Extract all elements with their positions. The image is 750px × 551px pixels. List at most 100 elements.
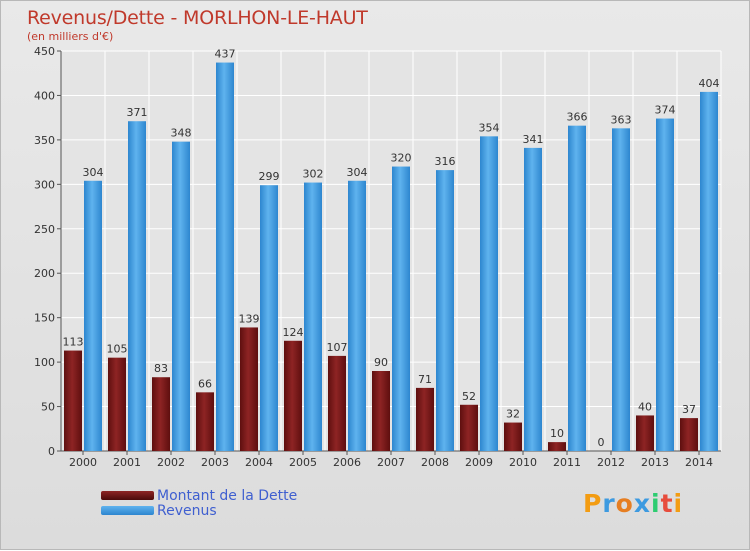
x-tick-label: 2005 (289, 456, 317, 469)
data-label-debt: 0 (598, 436, 605, 449)
bar-revenus (568, 125, 586, 452)
data-label-revenus: 363 (611, 113, 632, 126)
x-tick-label: 2008 (421, 456, 449, 469)
data-label-revenus: 348 (171, 127, 192, 140)
legend-swatch-revenus (101, 506, 154, 515)
bar-revenus (84, 180, 102, 451)
logo-letter: o (615, 489, 634, 518)
y-tick-label: 0 (48, 445, 55, 458)
data-label-revenus: 371 (127, 106, 148, 119)
x-tick-label: 2000 (69, 456, 97, 469)
data-label-revenus: 316 (435, 155, 456, 168)
data-label-debt: 113 (63, 336, 84, 349)
logo-letter: P (583, 489, 603, 518)
legend-label-debt: Montant de la Dette (157, 487, 298, 504)
data-label-debt: 83 (154, 362, 168, 375)
data-label-revenus: 354 (479, 121, 500, 134)
data-label-debt: 139 (239, 312, 260, 325)
bar-debt (284, 340, 302, 451)
x-tick-label: 2006 (333, 456, 361, 469)
bar-debt (152, 377, 170, 451)
legend-item-revenus: Revenus (101, 502, 297, 519)
bar-revenus (436, 170, 454, 451)
bar-revenus (656, 118, 674, 452)
bar-debt (460, 404, 478, 451)
bar-debt (504, 422, 522, 451)
data-label-revenus: 304 (347, 166, 368, 179)
data-label-revenus: 304 (83, 166, 104, 179)
x-tick-label: 2013 (641, 456, 669, 469)
bar-debt (636, 415, 654, 451)
x-tick-label: 2010 (509, 456, 537, 469)
legend-swatch-debt (101, 491, 154, 500)
y-tick-label: 400 (34, 89, 55, 102)
bar-revenus (524, 147, 542, 451)
bar-revenus (612, 128, 630, 451)
chart-title: Revenus/Dette - MORLHON-LE-HAUT (27, 7, 368, 29)
y-tick-label: 50 (41, 401, 55, 414)
data-label-revenus: 404 (699, 77, 720, 90)
data-label-debt: 124 (283, 326, 304, 339)
x-tick-label: 2012 (597, 456, 625, 469)
x-tick-label: 2011 (553, 456, 581, 469)
proxiti-logo: Proxiti (583, 489, 683, 518)
y-tick-label: 200 (34, 267, 55, 280)
data-label-debt: 37 (682, 403, 696, 416)
data-label-debt: 66 (198, 377, 212, 390)
logo-letter: t (660, 489, 674, 518)
bar-debt (108, 357, 126, 451)
x-tick-label: 2004 (245, 456, 273, 469)
bar-revenus (700, 91, 718, 451)
bar-revenus (216, 62, 234, 452)
logo-letter: i (673, 489, 684, 518)
data-label-revenus: 341 (523, 133, 544, 146)
bar-debt (196, 392, 214, 451)
x-tick-label: 2007 (377, 456, 405, 469)
y-tick-label: 250 (34, 223, 55, 236)
bar-debt (680, 418, 698, 451)
logo-letter: x (633, 489, 651, 518)
x-tick-label: 2003 (201, 456, 229, 469)
data-label-debt: 40 (638, 400, 652, 413)
x-tick-label: 2002 (157, 456, 185, 469)
bar-revenus (392, 166, 410, 452)
legend: Montant de la Dette Revenus (101, 487, 298, 519)
bar-debt (416, 387, 434, 451)
y-tick-label: 450 (34, 45, 55, 58)
data-label-debt: 107 (327, 341, 348, 354)
y-tick-label: 300 (34, 178, 55, 191)
bar-debt (64, 350, 82, 451)
y-tick-label: 350 (34, 134, 55, 147)
y-tick-label: 150 (34, 312, 55, 325)
bar-debt (240, 327, 258, 451)
data-label-debt: 71 (418, 373, 432, 386)
legend-label-revenus: Revenus (157, 502, 217, 519)
x-tick-label: 2009 (465, 456, 493, 469)
x-tick-label: 2014 (685, 456, 713, 469)
bar-revenus (304, 182, 322, 452)
plot-area (61, 51, 721, 451)
data-label-revenus: 374 (655, 104, 676, 117)
data-label-revenus: 302 (303, 168, 324, 181)
bar-revenus (128, 121, 146, 451)
bar-debt (328, 355, 346, 451)
bar-revenus (348, 180, 366, 451)
x-tick-label: 2001 (113, 456, 141, 469)
data-label-debt: 10 (550, 427, 564, 440)
bar-revenus (172, 141, 190, 451)
data-label-revenus: 320 (391, 152, 412, 165)
bar-revenus (480, 136, 498, 452)
logo-letter: r (602, 489, 616, 518)
bar-debt (372, 371, 390, 451)
data-label-revenus: 437 (215, 48, 236, 61)
bar-revenus (260, 185, 278, 451)
data-label-debt: 32 (506, 408, 520, 421)
data-label-debt: 105 (107, 343, 128, 356)
data-label-debt: 52 (462, 390, 476, 403)
data-label-revenus: 299 (259, 170, 280, 183)
bar-debt (548, 442, 566, 451)
data-label-revenus: 366 (567, 111, 588, 124)
logo-letter: i (651, 489, 661, 518)
